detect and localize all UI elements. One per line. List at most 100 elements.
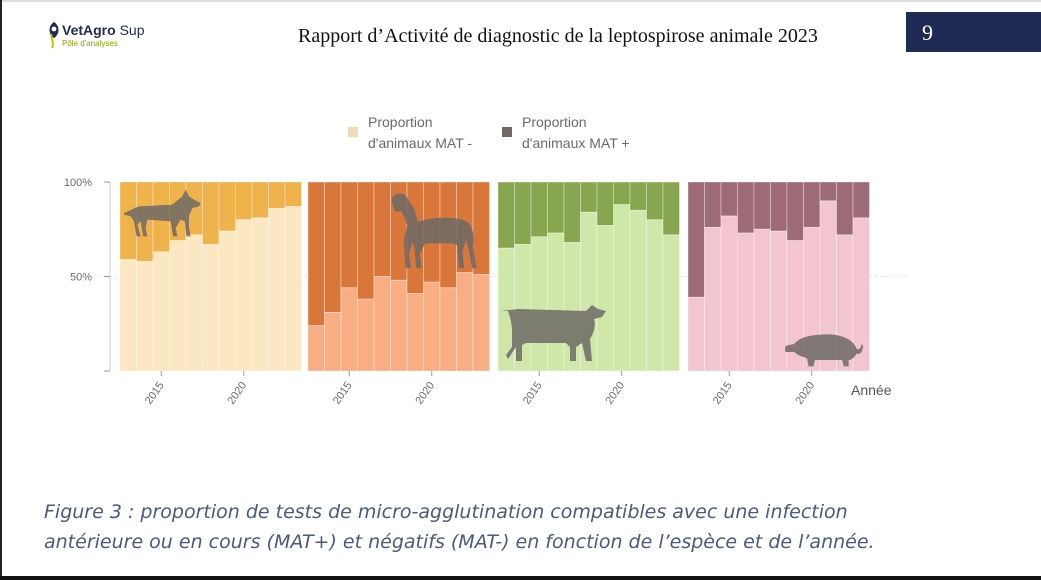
bar-mat-minus: [596, 225, 614, 372]
bar-mat-plus: [613, 181, 631, 206]
bar-mat-minus: [472, 274, 490, 372]
bar-mat-plus: [251, 181, 269, 219]
bar-mat-plus: [803, 181, 821, 228]
bar-mat-minus: [456, 272, 474, 372]
bar-mat-plus: [563, 181, 581, 243]
bar-mat-minus: [218, 230, 236, 372]
legend-swatch-mat-plus: [502, 127, 512, 137]
slide-top-border: [0, 0, 1041, 2]
caption-line-1: Figure 3 : proportion de tests de micro-…: [44, 501, 848, 523]
bar-mat-plus: [218, 181, 236, 232]
bar-mat-plus: [852, 181, 870, 219]
page-number: 9: [922, 20, 933, 45]
chart-panels: 2015 2020 2015 2020 2015 2020 2015 2020 Année: [119, 181, 892, 407]
bar-mat-plus: [357, 181, 375, 300]
bar-mat-plus: [340, 181, 358, 289]
x-tick-label-2020: 2020: [603, 380, 627, 407]
bar-mat-minus: [119, 259, 137, 372]
legend-label-line2: d'animaux MAT +: [522, 135, 630, 151]
bar-mat-plus: [704, 181, 722, 228]
bar-mat-plus: [646, 181, 664, 221]
logo-subtitle: Pôle d'analyses: [62, 39, 118, 48]
x-tick-label-2020: 2020: [793, 380, 817, 407]
bar-mat-minus: [547, 232, 565, 372]
bar-mat-plus: [307, 181, 325, 327]
bar-mat-plus: [720, 181, 738, 217]
bar-mat-plus: [836, 181, 854, 236]
bar-mat-minus: [770, 230, 788, 372]
slide-bottom-border: [0, 576, 1041, 580]
bar-mat-minus: [357, 298, 375, 372]
bar-mat-minus: [390, 279, 408, 372]
bar-mat-minus: [439, 287, 457, 372]
bar-mat-minus: [662, 234, 680, 372]
bar-mat-plus: [662, 181, 680, 236]
bar-mat-minus: [268, 208, 286, 372]
panel-horse: 2015 2020: [307, 181, 490, 407]
bar-mat-plus: [472, 181, 490, 276]
bar-mat-minus: [423, 281, 441, 372]
bar-mat-minus: [235, 219, 253, 372]
bar-mat-plus: [497, 181, 515, 249]
bar-mat-minus: [613, 204, 631, 372]
bar-mat-plus: [324, 181, 342, 313]
y-tick-label-100: 100%: [64, 177, 92, 189]
legend-swatch-mat-minus: [348, 127, 358, 137]
bar-mat-plus: [737, 181, 755, 234]
bar-mat-plus: [687, 181, 705, 298]
bar-mat-minus: [185, 234, 203, 372]
bar-mat-minus: [340, 287, 358, 372]
bar-mat-plus: [819, 181, 837, 202]
x-tick-label-2015: 2015: [143, 380, 167, 407]
bar-mat-minus: [737, 232, 755, 372]
bar-mat-minus: [646, 219, 664, 372]
x-axis-label: Année: [851, 382, 892, 398]
bar-mat-plus: [202, 181, 220, 245]
x-tick-label-2020: 2020: [225, 380, 249, 407]
bar-mat-minus: [251, 217, 269, 372]
page-number-box: 9: [906, 12, 1041, 52]
bar-mat-plus: [373, 181, 391, 277]
bar-mat-minus: [307, 325, 325, 372]
bar-mat-minus: [629, 209, 647, 372]
bar-mat-minus: [720, 215, 738, 372]
logo-name: VetAgro Sup: [62, 22, 145, 38]
bar-mat-plus: [770, 181, 788, 232]
panel-cow: 2015 2020: [497, 181, 680, 407]
vetagro-logo: VetAgro Sup Pôle d'analyses: [44, 18, 184, 58]
x-tick-label-2020: 2020: [413, 380, 437, 407]
bar-mat-minus: [136, 260, 154, 372]
panel-pig: 2015 2020: [687, 181, 870, 407]
slide-left-border: [0, 0, 2, 580]
x-tick-label-2015: 2015: [521, 380, 545, 407]
bar-mat-minus: [406, 293, 424, 372]
bar-mat-plus: [547, 181, 565, 234]
bar-mat-plus: [235, 181, 253, 221]
x-tick-label-2015: 2015: [711, 380, 735, 407]
bar-mat-plus: [284, 181, 302, 207]
bar-mat-minus: [530, 236, 548, 372]
report-title: Rapport d’Activité de diagnostic de la l…: [298, 25, 818, 47]
bar-mat-plus: [580, 181, 598, 213]
bar-mat-plus: [596, 181, 614, 226]
bar-mat-plus: [786, 181, 804, 241]
bar-mat-plus: [530, 181, 548, 238]
bar-mat-plus: [629, 181, 647, 211]
legend-label-line1: Proportion: [522, 114, 587, 130]
logo-leaf-icon: [49, 22, 59, 49]
bar-mat-minus: [852, 217, 870, 372]
bar-mat-minus: [687, 296, 705, 372]
bar-mat-minus: [152, 251, 170, 372]
chart-legend: Proportion d'animaux MAT - Proportion d'ani…: [348, 114, 630, 151]
bar-mat-plus: [753, 181, 771, 230]
legend-label-line2: d'animaux MAT -: [368, 135, 472, 151]
bar-mat-minus: [169, 240, 187, 372]
bar-mat-minus: [373, 276, 391, 372]
panel-dog: 2015 2020: [119, 181, 302, 407]
bar-mat-plus: [268, 181, 286, 209]
bar-mat-minus: [284, 206, 302, 372]
caption-line-2: antérieure ou en cours (MAT+) et négatif…: [44, 531, 875, 553]
bar-mat-minus: [753, 228, 771, 372]
bar-mat-minus: [324, 312, 342, 372]
